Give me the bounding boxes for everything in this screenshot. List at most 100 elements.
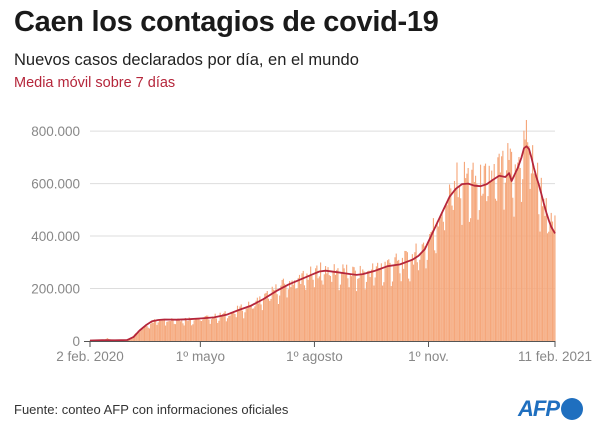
daily-case-bar: [414, 252, 416, 341]
moving-average-line-group: [89, 145, 556, 342]
daily-case-bar: [343, 268, 345, 341]
daily-case-bar: [478, 210, 480, 341]
daily-case-bar: [353, 267, 355, 341]
daily-case-bar: [160, 320, 162, 341]
daily-case-bar: [131, 337, 133, 341]
daily-case-bar: [244, 312, 246, 341]
daily-case-bar: [538, 214, 540, 341]
daily-case-bar: [132, 335, 134, 341]
daily-case-bar: [470, 218, 472, 341]
daily-case-bar: [275, 284, 277, 341]
daily-case-bar: [351, 276, 353, 341]
daily-case-bar: [200, 321, 203, 341]
daily-case-bar: [197, 318, 199, 341]
daily-case-bar: [158, 319, 160, 341]
daily-case-bar: [514, 164, 516, 341]
afp-logo: AFP: [518, 396, 583, 422]
daily-case-bar: [181, 320, 183, 341]
daily-case-bar: [246, 308, 248, 341]
daily-case-bar: [390, 286, 392, 341]
daily-case-bar: [318, 276, 320, 341]
daily-case-bar: [298, 274, 301, 341]
daily-case-bar: [382, 285, 384, 341]
daily-case-bar: [344, 274, 346, 341]
daily-case-bar: [437, 226, 439, 341]
daily-case-bar: [408, 278, 410, 341]
daily-case-bar: [249, 306, 251, 341]
daily-case-bar: [473, 181, 475, 341]
daily-case-bar: [445, 204, 447, 341]
daily-case-bar: [506, 170, 508, 341]
daily-case-bar: [196, 318, 198, 341]
daily-case-bar: [250, 304, 252, 341]
daily-case-bar: [364, 289, 366, 341]
daily-case-bar: [362, 269, 364, 341]
daily-case-bar: [467, 167, 469, 341]
daily-case-bar: [229, 315, 231, 341]
daily-case-bar: [502, 150, 504, 341]
daily-case-bar: [189, 318, 191, 341]
daily-case-bar: [212, 316, 214, 341]
daily-case-bar: [410, 260, 412, 341]
daily-case-bar: [416, 262, 418, 341]
daily-case-bar: [130, 338, 132, 341]
daily-case-bar: [406, 252, 408, 341]
daily-case-bar: [143, 326, 146, 341]
daily-case-bar: [357, 278, 359, 341]
daily-case-bar: [269, 300, 271, 341]
daily-case-bar: [328, 275, 330, 341]
daily-case-bar: [227, 318, 229, 341]
daily-case-bar: [217, 322, 219, 341]
daily-case-bar: [258, 303, 260, 341]
daily-case-bar: [147, 327, 149, 341]
daily-case-bar: [450, 188, 452, 341]
daily-case-bar: [372, 263, 374, 341]
daily-case-bar: [370, 269, 372, 341]
daily-case-bar: [289, 281, 291, 341]
daily-case-bar: [391, 281, 394, 341]
daily-case-bar: [530, 173, 532, 341]
daily-case-bar: [384, 261, 386, 341]
daily-case-bar: [192, 324, 194, 341]
daily-case-bar: [271, 286, 273, 341]
daily-case-bar: [178, 320, 180, 341]
daily-case-bar: [440, 216, 442, 341]
daily-case-bar: [380, 263, 382, 341]
daily-case-bar: [224, 311, 226, 341]
daily-case-bar: [491, 170, 493, 341]
daily-case-bar: [334, 274, 337, 341]
daily-case-bar: [317, 278, 319, 341]
daily-case-bar: [375, 266, 377, 341]
daily-case-bar: [497, 157, 499, 341]
daily-case-bar: [228, 315, 230, 341]
daily-case-bar: [492, 180, 494, 341]
daily-case-bar: [529, 188, 531, 341]
daily-case-bar: [184, 317, 186, 341]
daily-case-bar: [279, 295, 281, 341]
daily-case-bar: [136, 332, 138, 341]
daily-case-bar: [174, 324, 177, 341]
daily-case-bar: [354, 270, 356, 341]
daily-case-bar: [367, 271, 369, 341]
daily-case-bar: [496, 200, 498, 341]
daily-case-bar: [447, 198, 449, 341]
daily-case-bar: [439, 217, 441, 341]
daily-case-bar: [186, 320, 188, 341]
daily-case-bar: [223, 312, 225, 341]
daily-case-bar: [290, 287, 292, 341]
daily-case-bar: [265, 292, 267, 341]
daily-case-bar: [355, 291, 358, 341]
daily-case-bar: [504, 182, 506, 341]
daily-case-bar: [254, 306, 256, 341]
daily-case-bar: [155, 320, 157, 341]
daily-case-bar: [456, 162, 458, 341]
y-tick-label: 800.000: [31, 124, 80, 139]
daily-case-bar: [157, 322, 159, 341]
daily-case-bar: [477, 219, 479, 341]
daily-case-bar: [198, 318, 200, 341]
daily-case-bar: [204, 316, 206, 341]
daily-case-bar: [503, 209, 505, 341]
daily-case-bar: [347, 278, 349, 341]
x-tick-label: 1º nov.: [408, 349, 449, 364]
y-tick-label: 200.000: [31, 282, 80, 297]
